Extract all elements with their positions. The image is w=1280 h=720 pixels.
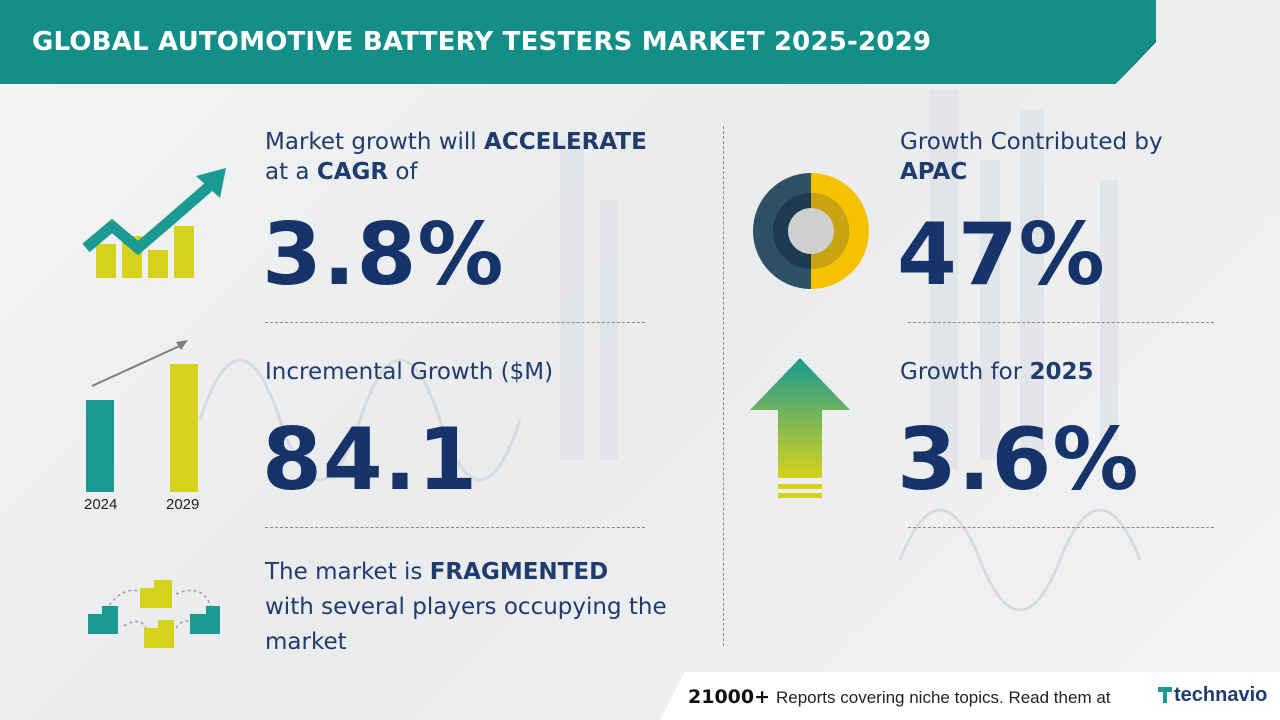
report-count: 21000+	[688, 686, 771, 708]
yoy-year: 2025	[1029, 359, 1094, 385]
region-donut-icon	[753, 173, 869, 289]
fragmented-line1: The market is FRAGMENTED	[265, 559, 609, 585]
fragmented-buildings-icon	[88, 580, 220, 648]
fragmented-emphasis: FRAGMENTED	[429, 559, 609, 585]
footer-bar: 21000+ Reports covering niche topics. Re…	[660, 672, 1280, 720]
divider-right-2	[908, 527, 1214, 528]
center-divider	[723, 126, 724, 646]
year-end-label: 2029	[166, 496, 200, 513]
incremental-label: Incremental Growth ($M)	[265, 359, 554, 385]
incremental-value: 84.1	[262, 410, 479, 510]
cagr-label-line2: at a CAGR of	[265, 159, 418, 185]
divider-left-2	[265, 527, 645, 528]
region-name: APAC	[900, 159, 968, 185]
up-arrow-icon	[750, 358, 850, 498]
growth-chart-icon	[82, 168, 226, 278]
cagr-emphasis: CAGR	[316, 159, 389, 185]
region-label: Growth Contributed by	[900, 129, 1163, 155]
divider-right-1	[908, 322, 1214, 323]
cagr-value: 3.8%	[262, 205, 505, 305]
technavio-link[interactable]: technavio	[1174, 684, 1268, 706]
fragmented-line2: with several players occupying the	[265, 594, 667, 620]
region-value: 47%	[897, 205, 1106, 305]
incremental-bars-icon	[86, 340, 198, 492]
year-start-label: 2024	[84, 496, 118, 513]
yoy-label: Growth for 2025	[900, 359, 1094, 385]
yoy-value: 3.6%	[897, 410, 1140, 510]
divider-left-1	[265, 322, 645, 323]
page-title: GLOBAL AUTOMOTIVE BATTERY TESTERS MARKET…	[32, 27, 932, 57]
accelerate-emphasis: ACCELERATE	[484, 129, 647, 155]
technavio-logo-icon	[1158, 687, 1172, 703]
fragmented-line3: market	[265, 629, 347, 655]
cagr-label-line1: Market growth will ACCELERATE	[265, 129, 647, 155]
title-banner: GLOBAL AUTOMOTIVE BATTERY TESTERS MARKET…	[0, 0, 1156, 84]
footer-text: Reports covering niche topics. Read them…	[776, 688, 1111, 707]
banner-fold-icon	[1116, 40, 1156, 84]
